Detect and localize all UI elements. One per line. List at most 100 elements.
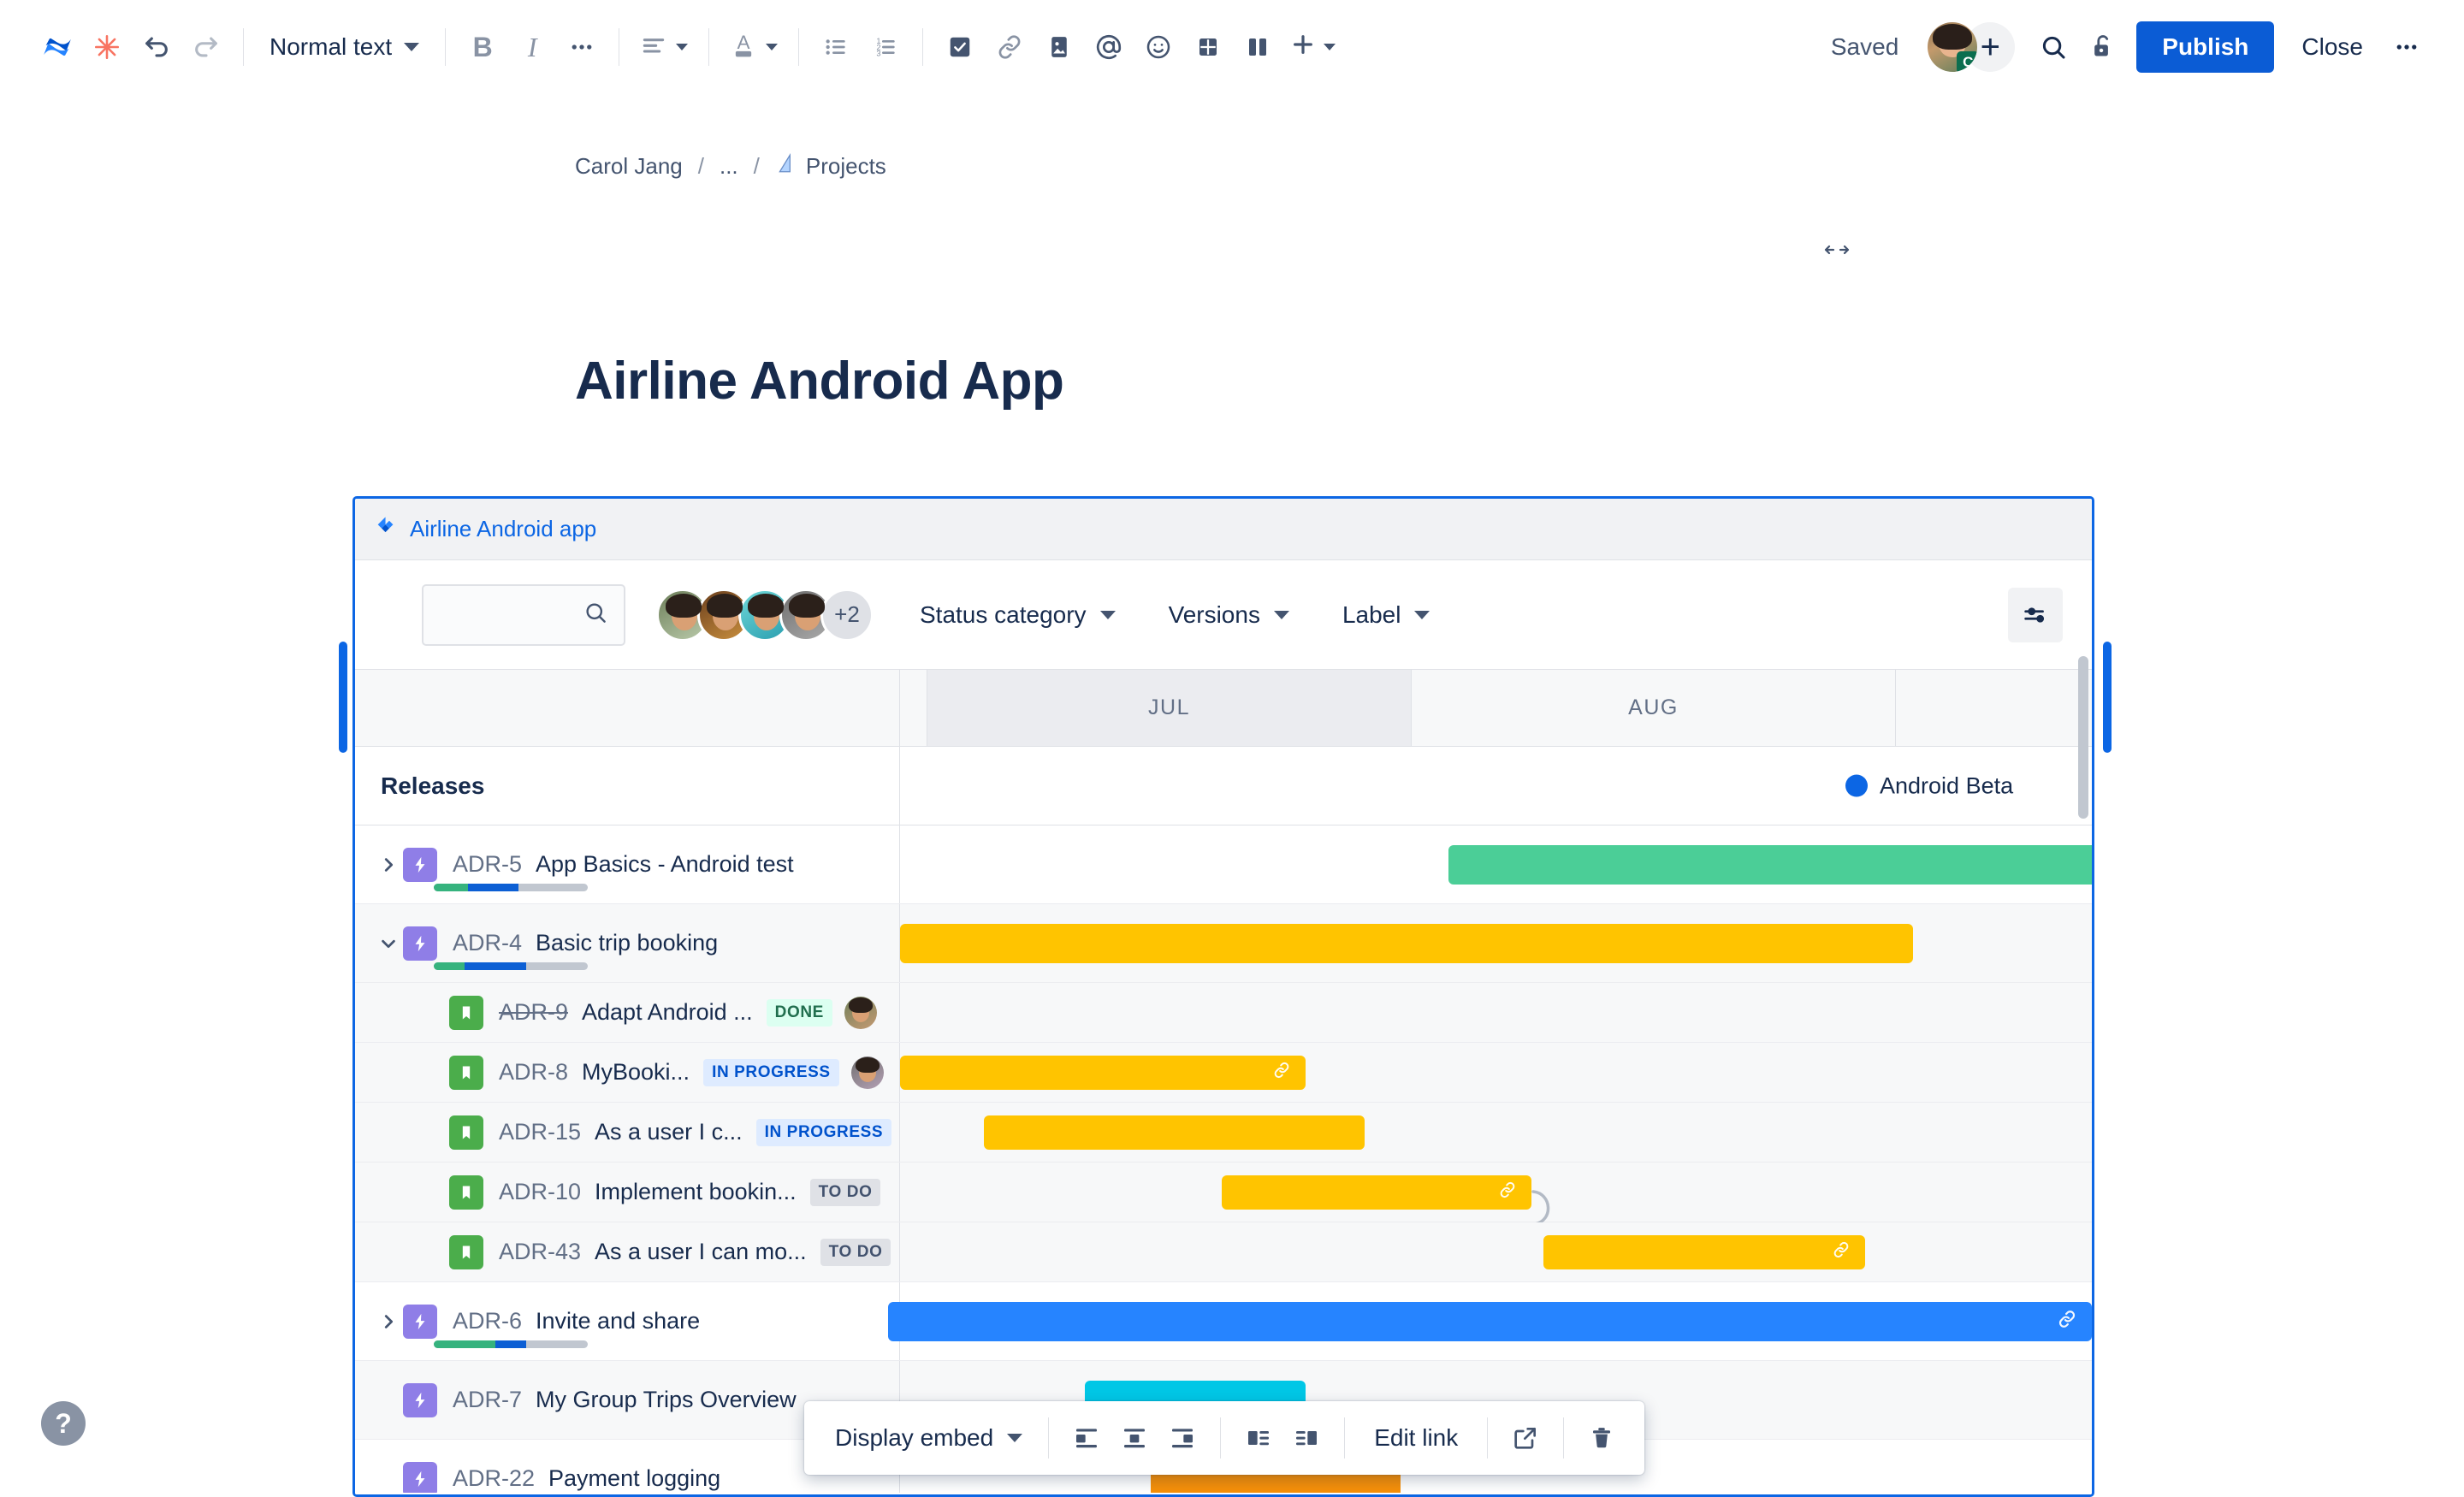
search-icon[interactable] [2029,22,2078,72]
issue-summary[interactable]: As a user I c... [595,1119,743,1145]
row-left[interactable]: ADR-6 Invite and share [355,1282,900,1360]
releases-track[interactable]: Android Beta [900,747,2092,825]
row-track[interactable] [888,1282,2092,1360]
issue-key[interactable]: ADR-10 [499,1179,582,1204]
issue-key[interactable]: ADR-43 [499,1239,582,1264]
issue-summary[interactable]: MyBooki... [582,1059,690,1085]
row-left[interactable]: ADR-9 Adapt Android ... DONE [355,983,900,1042]
extra-members-count[interactable]: +2 [820,588,874,642]
breadcrumb-item-space[interactable]: Projects [805,153,886,179]
issue-key[interactable]: ADR-15 [499,1119,582,1145]
member-facepile[interactable]: +2 [656,588,874,642]
issue-summary[interactable]: App Basics - Android test [536,851,794,877]
timeline-scrollbar[interactable] [2078,656,2088,819]
table-row[interactable]: ADR-6 Invite and share [355,1282,2092,1361]
row-track[interactable] [900,1043,2092,1102]
avatar[interactable] [844,996,877,1029]
align-left-icon[interactable] [1063,1414,1111,1462]
align-center-icon[interactable] [1111,1414,1158,1462]
issue-key[interactable]: ADR-9 [499,999,569,1025]
expand-width-icon[interactable] [1822,240,1851,264]
embed-header-title[interactable]: Airline Android app [410,516,597,541]
chevron-right-icon[interactable] [374,1312,403,1331]
breadcrumb-item-user[interactable]: Carol Jang [575,153,683,179]
issue-key[interactable]: ADR-6 [453,1308,523,1334]
page-title[interactable]: Airline Android App [575,352,1064,411]
issue-summary[interactable]: Invite and share [536,1308,701,1334]
issue-key[interactable]: ADR-7 [453,1387,523,1412]
insert-dropdown[interactable] [1282,22,1342,72]
wrap-right-icon[interactable] [1282,1414,1330,1462]
row-track[interactable] [900,983,2092,1042]
issue-summary[interactable]: Implement bookin... [595,1179,797,1204]
atlassian-intelligence-icon[interactable] [82,22,132,72]
sliders-settings-icon[interactable] [2008,587,2063,642]
row-track[interactable] [900,1163,2092,1233]
issue-summary[interactable]: As a user I can mo... [595,1239,807,1264]
align-right-icon[interactable] [1158,1414,1206,1462]
confluence-logo-icon[interactable] [33,22,82,72]
issue-key[interactable]: ADR-22 [453,1465,536,1491]
jira-timeline-embed[interactable]: Airline Android app +2 Status [352,496,2094,1497]
table-row[interactable]: ADR-4 Basic trip booking [355,904,2092,983]
table-row[interactable]: ADR-9 Adapt Android ... DONE [355,983,2092,1043]
row-left[interactable]: ADR-8 MyBooki... IN PROGRESS [355,1043,900,1102]
display-mode-dropdown[interactable]: Display embed [823,1411,1034,1464]
gantt-bar[interactable] [900,923,1914,963]
timeline[interactable]: JUL AUG SEP Releases Android Beta [355,670,2092,1493]
search-input[interactable] [422,583,625,646]
embed-resize-handle-right[interactable] [2103,642,2112,753]
row-left[interactable]: ADR-4 Basic trip booking [355,904,900,982]
avatar[interactable] [850,1056,884,1089]
gantt-bar[interactable] [1222,1175,1532,1210]
breadcrumb-item-ellipsis[interactable]: ... [719,153,738,179]
table-row[interactable]: ADR-15 As a user I c... IN PROGRESS [355,1103,2092,1163]
row-left[interactable]: ADR-10 Implement bookin... TO DO [355,1163,900,1222]
avatar[interactable]: C [1928,22,1978,72]
wrap-left-icon[interactable] [1235,1414,1282,1462]
text-style-dropdown[interactable]: Normal text [256,22,433,72]
image-icon[interactable] [1034,22,1084,72]
unlock-icon[interactable] [2078,22,2128,72]
checkbox-task-icon[interactable] [935,22,985,72]
row-track[interactable] [900,1222,2092,1281]
more-actions-icon[interactable] [2382,22,2431,72]
bullet-list-icon[interactable] [811,22,861,72]
open-in-new-icon[interactable] [1502,1414,1549,1462]
help-question-icon[interactable]: ? [41,1401,86,1446]
chevron-down-icon[interactable] [374,934,403,953]
publish-button[interactable]: Publish [2136,21,2275,73]
row-track[interactable] [900,1103,2092,1162]
issue-key[interactable]: ADR-8 [499,1059,569,1085]
row-track[interactable] [900,904,2092,982]
more-formatting-icon[interactable] [557,22,607,72]
issue-summary[interactable]: Basic trip booking [536,930,719,956]
table-row[interactable]: ADR-10 Implement bookin... TO DO [355,1163,2092,1233]
row-left[interactable]: ADR-5 App Basics - Android test [355,825,900,903]
gantt-bar[interactable] [888,1301,2092,1341]
undo-icon[interactable] [132,22,181,72]
mention-at-icon[interactable] [1084,22,1134,72]
table-row[interactable]: ADR-5 App Basics - Android test [355,825,2092,904]
filter-status-category[interactable]: Status category [913,584,1122,646]
issue-key[interactable]: ADR-5 [453,851,523,877]
text-align-dropdown[interactable] [631,22,696,72]
issue-key[interactable]: ADR-4 [453,930,523,956]
italic-button[interactable]: I [507,22,557,72]
gantt-bar[interactable] [1448,844,2092,885]
gantt-bar[interactable] [900,1055,1306,1090]
issue-summary[interactable]: My Group Trips Overview [536,1387,797,1412]
redo-icon[interactable] [181,22,231,72]
filter-label[interactable]: Label [1336,584,1437,646]
close-button[interactable]: Close [2283,33,2382,61]
layout-columns-icon[interactable] [1233,22,1282,72]
avatar[interactable] [738,588,791,642]
filter-versions[interactable]: Versions [1162,584,1296,646]
row-left[interactable]: ADR-43 As a user I can mo... TO DO [355,1222,900,1281]
trash-icon[interactable] [1578,1414,1626,1462]
gantt-bar[interactable] [1543,1234,1866,1269]
release-marker[interactable]: Android Beta [1845,772,2013,799]
bold-button[interactable]: B [458,22,507,72]
embed-resize-handle-left[interactable] [339,642,347,753]
